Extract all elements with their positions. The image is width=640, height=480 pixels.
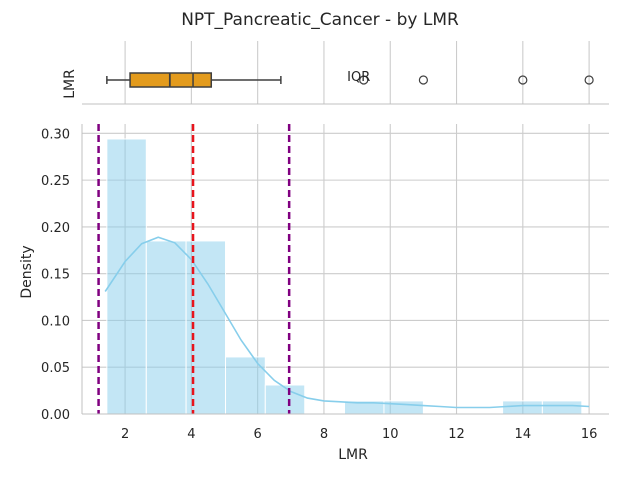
y-tick-label: 0.15 [41,268,70,283]
x-tick-label: 8 [320,427,328,442]
reference-lines [97,124,291,414]
histogram-bar [383,400,424,415]
chart-title: NPT_Pancreatic_Cancer - by LMR [181,10,459,30]
boxplot-outlier [359,75,369,85]
histogram-bar [106,138,147,415]
boxplot-outlier [418,75,428,85]
histogram-bar [541,400,583,415]
boxplot-grid [124,41,590,104]
y-tick-label: 0.10 [41,314,70,329]
boxplot-marks: IQR [106,70,594,88]
boxplot-outlier [584,75,594,85]
histogram-bar [502,400,543,415]
x-tick-label: 12 [448,427,465,442]
boxplot-outlier [518,75,528,85]
histogram-bar [225,356,266,415]
kde-curve [104,236,590,409]
boxplot-axis-label: LMR [62,69,78,99]
x-tick-label: 4 [187,427,195,442]
x-tick-label: 16 [581,427,598,442]
x-tick-label: 6 [254,427,262,442]
histogram-panel: 2 4 6 8 10 12 14 16 0.00 0.05 0.10 0.15 0.20 0.25 0.3… [19,124,609,463]
x-tick-label: 10 [382,427,399,442]
y-tick-label: 0.00 [41,408,70,423]
kde-curve-group [104,236,590,409]
x-tick-label: 14 [515,427,532,442]
x-tick-label: 2 [121,427,129,442]
y-tick-label: 0.30 [41,127,70,142]
y-axis-label: Density [19,245,35,298]
y-axis-ticks: 0.00 0.05 0.10 0.15 0.20 0.25 0.30 [41,127,70,423]
x-axis-ticks: 2 4 6 8 10 12 14 16 [121,427,597,442]
histogram-bar [145,240,187,415]
histogram-bar [264,384,306,415]
y-tick-label: 0.05 [41,361,70,376]
boxplot-annotation: IQR [347,70,370,85]
boxplot-panel: LMR IQR [62,41,609,105]
y-tick-label: 0.25 [41,174,70,189]
x-axis-label: LMR [338,447,368,463]
y-tick-label: 0.20 [41,221,70,236]
